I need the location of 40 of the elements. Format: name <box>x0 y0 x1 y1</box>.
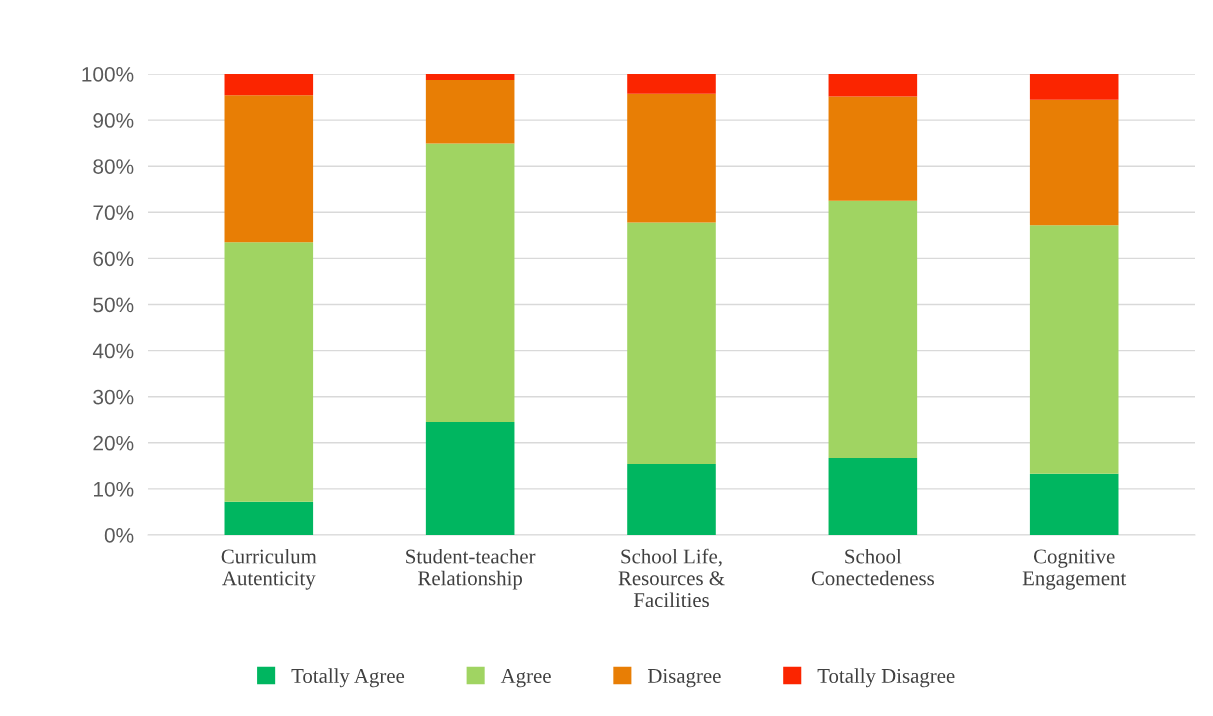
bar <box>425 143 515 423</box>
x-tick-label: Cognitive Engagement <box>1022 549 1127 590</box>
y-tick-label: 50% <box>93 297 134 313</box>
bar <box>425 74 515 80</box>
y-tick-label: 40% <box>92 343 134 359</box>
y-tick-label: 100% <box>82 67 134 82</box>
bar <box>627 464 716 535</box>
x-tick-label: School Conectedeness <box>811 548 934 586</box>
bar <box>828 200 918 459</box>
bar <box>627 74 716 94</box>
y-tick-label: 10% <box>94 481 134 497</box>
legend-label: Totally Agree <box>291 668 405 688</box>
bar <box>627 93 716 223</box>
bar <box>627 222 716 465</box>
legend-label: Agree <box>500 669 551 688</box>
legend-label: Disagree <box>647 668 721 688</box>
bar <box>425 79 515 144</box>
bar <box>224 95 314 243</box>
bar <box>1029 99 1119 226</box>
y-tick-label: 60% <box>93 251 134 267</box>
x-tick-label: Student-teacher Relationship <box>406 548 536 590</box>
bar <box>828 458 918 535</box>
y-tick-label: 30% <box>93 389 134 405</box>
bar <box>828 74 918 97</box>
bar <box>828 96 918 201</box>
legend-label: Totally Disagree <box>817 668 955 688</box>
y-tick-label: 90% <box>93 113 134 128</box>
y-tick-label: 20% <box>93 435 134 451</box>
x-tick-label: Curriculum Autenticity <box>221 548 317 590</box>
x-tick-label: School Life, Resources & Facilities <box>618 548 725 608</box>
bar <box>1029 473 1119 535</box>
bar <box>224 74 314 96</box>
y-tick-label: 80% <box>93 159 134 174</box>
y-tick-label: 70% <box>93 205 134 221</box>
y-tick-label: 0% <box>104 528 134 543</box>
bar <box>1029 225 1119 474</box>
bar <box>1029 74 1119 100</box>
bar <box>425 422 515 535</box>
bar <box>224 242 314 502</box>
bar <box>224 501 314 535</box>
